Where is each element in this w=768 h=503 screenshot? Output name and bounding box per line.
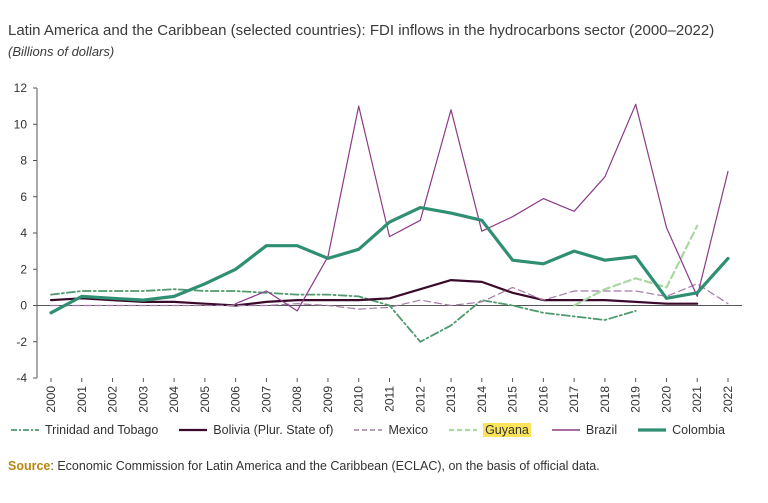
y-tick-label: 8: [20, 154, 27, 168]
x-tick-label: 2004: [167, 386, 181, 413]
legend-label: Bolivia (Plur. State of): [213, 423, 334, 437]
series-line-trinidad-and-tobago: [50, 288, 637, 343]
y-tick-label: 4: [20, 226, 27, 240]
legend-label: Brazil: [585, 423, 618, 437]
x-tick-label: 2011: [383, 386, 397, 412]
chart-subtitle: (Billions of dollars): [8, 44, 115, 59]
legend-item-guyana: Guyana: [448, 423, 531, 437]
chart-title: Latin America and the Caribbean (selecte…: [8, 22, 715, 39]
legend-label: Trinidad and Tobago: [45, 423, 159, 437]
legend-swatch: [638, 428, 667, 432]
x-tick-label: 2006: [229, 386, 243, 413]
legend-swatch: [179, 428, 208, 432]
x-tick-label: 2012: [413, 386, 427, 413]
x-tick-label: 2007: [259, 386, 273, 413]
legend-label: Mexico: [388, 423, 429, 437]
x-tick-label: 2003: [136, 386, 150, 413]
y-tick-label: 10: [14, 117, 28, 131]
y-tick-label: -4: [16, 371, 27, 385]
x-tick-label: 2020: [659, 386, 673, 413]
x-tick-label: 2005: [198, 386, 212, 413]
x-tick-label: 2001: [75, 386, 89, 413]
series-line-bolivia-plur-state-of: [49, 279, 699, 307]
legend-swatch: [551, 429, 580, 431]
x-tick-label: 2008: [290, 386, 304, 413]
source-note: Source: Economic Commission for Latin Am…: [8, 459, 600, 473]
series-line-colombia: [49, 206, 730, 315]
legend-item-mexico: Mexico: [353, 423, 428, 437]
y-tick-label: 6: [20, 190, 27, 204]
legend-swatch: [354, 429, 383, 431]
legend-label: Guyana: [483, 423, 531, 437]
legend-item-bolivia-plur-state-of: Bolivia (Plur. State of): [178, 423, 333, 437]
source-text: : Economic Commission for Latin America …: [50, 459, 600, 473]
x-tick-label: 2015: [506, 386, 520, 413]
chart-legend: Trinidad and Tobago Bolivia (Plur. State …: [10, 423, 745, 437]
series-line-brazil: [235, 103, 729, 312]
y-tick-label: 2: [20, 262, 27, 276]
y-tick-label: 12: [14, 81, 28, 95]
x-tick-label: 2016: [536, 386, 550, 413]
y-tick-label: 0: [20, 299, 27, 313]
legend-item-brazil: Brazil: [551, 423, 617, 437]
x-tick-label: 2010: [352, 386, 366, 413]
source-label: Source: [8, 459, 51, 473]
x-tick-label: 2014: [475, 386, 489, 413]
legend-swatch: [449, 428, 478, 432]
legend-item-colombia: Colombia: [637, 423, 725, 437]
legend-item-trinidad-and-tobago: Trinidad and Tobago: [10, 423, 158, 437]
x-tick-label: 2002: [106, 386, 120, 413]
legend-swatch: [11, 429, 39, 431]
series-line-mexico: [50, 283, 729, 310]
x-tick-label: 2019: [629, 386, 643, 413]
x-tick-label: 2013: [444, 386, 458, 413]
line-chart: -4 -2 0 2 4 6 8 10 12 2000 2001 2002 2003 2004 2005 200…: [14, 81, 742, 413]
legend-label: Colombia: [672, 423, 725, 437]
x-tick-label: 2018: [598, 386, 612, 413]
series-line-guyana: [573, 224, 699, 307]
x-tick-label: 2022: [721, 386, 735, 413]
x-tick-label: 2017: [567, 386, 581, 413]
x-tick-label: 2000: [44, 386, 58, 413]
x-tick-label: 2009: [321, 386, 335, 413]
y-tick-label: -2: [16, 335, 27, 349]
x-tick-label: 2021: [690, 386, 704, 413]
